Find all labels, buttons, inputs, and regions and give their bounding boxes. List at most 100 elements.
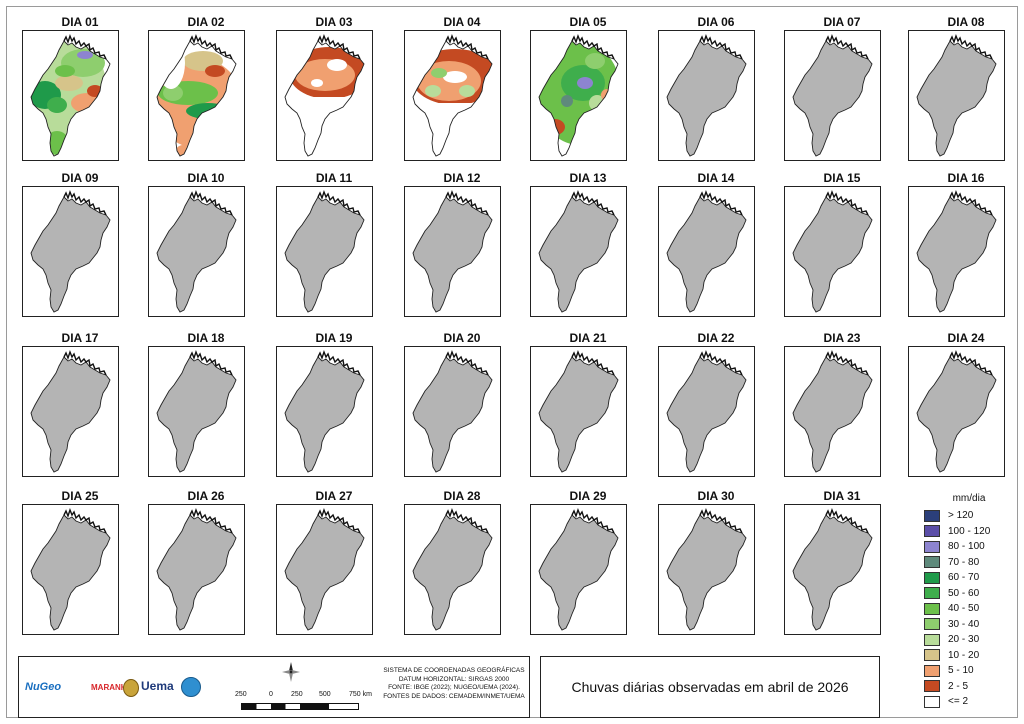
no-data-region: [917, 357, 996, 472]
day-map: [908, 186, 1005, 317]
legend-title: mm/dia: [952, 493, 986, 504]
legend-item: 40 - 50: [924, 601, 1014, 617]
day-map: [404, 504, 501, 635]
legend-swatch: [924, 587, 940, 600]
coastline: [189, 33, 233, 60]
state-map-svg: [538, 189, 619, 313]
day-map-cell: DIA 23: [780, 330, 904, 482]
rainfall-zone: [77, 51, 93, 59]
legend-swatch: [924, 571, 940, 584]
legend-label: 80 - 100: [948, 541, 985, 553]
legend-item: 50 - 60: [924, 586, 1014, 602]
rainfall-zone: [45, 131, 69, 155]
day-map: [784, 30, 881, 161]
state-map-svg: [538, 33, 619, 157]
coastline: [63, 349, 107, 376]
state-map-svg: [284, 189, 365, 313]
coastline: [189, 349, 233, 376]
no-data-region: [793, 515, 872, 630]
day-map-cell: DIA 19: [272, 330, 396, 482]
title-box: Chuvas diárias observadas em abril de 20…: [540, 656, 880, 718]
day-map: [658, 346, 755, 477]
legend-swatch: [924, 633, 940, 646]
day-map: [148, 186, 245, 317]
legend-swatch: [924, 556, 940, 569]
day-label: DIA 03: [315, 15, 353, 29]
day-label: DIA 05: [569, 15, 607, 29]
legend-label: 50 - 60: [948, 587, 980, 599]
day-label: DIA 17: [61, 331, 99, 345]
datum-line: SISTEMA DE COORDENADAS GEOGRÁFICAS: [383, 667, 525, 674]
day-map-cell: DIA 10: [144, 170, 268, 322]
coastline: [949, 189, 993, 216]
no-data-region: [413, 357, 492, 472]
nugeo-logo: NuGeo: [25, 681, 62, 693]
datum-line: FONTE: IBGE (2022); NUGEO/UEMA (2024).: [388, 684, 520, 691]
legend-items: > 120 100 - 120 80 - 100 70 - 80 60 - 70 50 -…: [924, 508, 1014, 710]
legend-item: 30 - 40: [924, 617, 1014, 633]
no-data-region: [793, 41, 872, 156]
legend-label: 30 - 40: [948, 618, 980, 630]
day-map: [530, 346, 627, 477]
legend-swatch: [924, 525, 940, 538]
day-map: [22, 346, 119, 477]
no-data-region: [667, 357, 746, 472]
no-data-region: [539, 357, 618, 472]
day-map-cell: DIA 29: [526, 488, 650, 640]
legend-label: 10 - 20: [948, 649, 980, 661]
state-outline: [792, 40, 873, 157]
state-outline: [284, 40, 365, 157]
state-map-svg: [30, 189, 111, 313]
state-outline: [412, 356, 493, 473]
state-outline: [538, 356, 619, 473]
day-map-cell: DIA 13: [526, 170, 650, 322]
coastline: [317, 189, 361, 216]
no-data-region: [917, 197, 996, 312]
day-map: [22, 30, 119, 161]
legend-swatch: [924, 695, 940, 708]
state-outline: [156, 514, 237, 631]
state-map-svg: [916, 349, 997, 473]
rainfall-zone: [443, 71, 467, 83]
state-map-svg: [156, 349, 237, 473]
rainfall-zone: [459, 85, 475, 97]
no-data-region: [31, 197, 110, 312]
no-data-region: [157, 357, 236, 472]
state-outline: [284, 514, 365, 631]
coastline: [445, 189, 489, 216]
rainfall-zone: [561, 95, 573, 107]
page-title: Chuvas diárias observadas em abril de 20…: [571, 679, 849, 695]
no-data-region: [917, 41, 996, 156]
scale-label: 250: [291, 691, 303, 698]
state-map-svg: [792, 507, 873, 631]
no-data-region: [157, 197, 236, 312]
legend-swatch: [924, 602, 940, 615]
state-map-svg: [156, 189, 237, 313]
day-label: DIA 09: [61, 171, 99, 185]
coastline: [699, 507, 743, 534]
day-map-cell: DIA 22: [654, 330, 778, 482]
legend-item: 10 - 20: [924, 648, 1014, 664]
day-label: DIA 04: [443, 15, 481, 29]
coastline: [63, 189, 107, 216]
legend-item: 60 - 70: [924, 570, 1014, 586]
state-map-svg: [538, 507, 619, 631]
day-label: DIA 08: [947, 15, 985, 29]
scale-labels: 250 0 250 500 750 km: [235, 691, 375, 701]
coastline: [699, 189, 743, 216]
no-data-region: [667, 41, 746, 156]
legend-item: <= 2: [924, 694, 1014, 710]
coastline: [949, 349, 993, 376]
state-map-svg: [666, 349, 747, 473]
day-map-cell: DIA 06: [654, 14, 778, 166]
state-outline: [30, 356, 111, 473]
day-map-cell: DIA 15: [780, 170, 904, 322]
scale-label: 500: [319, 691, 331, 698]
state-map-svg: [792, 33, 873, 157]
legend-label: 40 - 50: [948, 603, 980, 615]
day-map: [148, 30, 245, 161]
state-outline: [30, 40, 111, 157]
state-outline: [538, 40, 619, 157]
state-map-svg: [792, 349, 873, 473]
rainfall-zone: [425, 85, 441, 97]
